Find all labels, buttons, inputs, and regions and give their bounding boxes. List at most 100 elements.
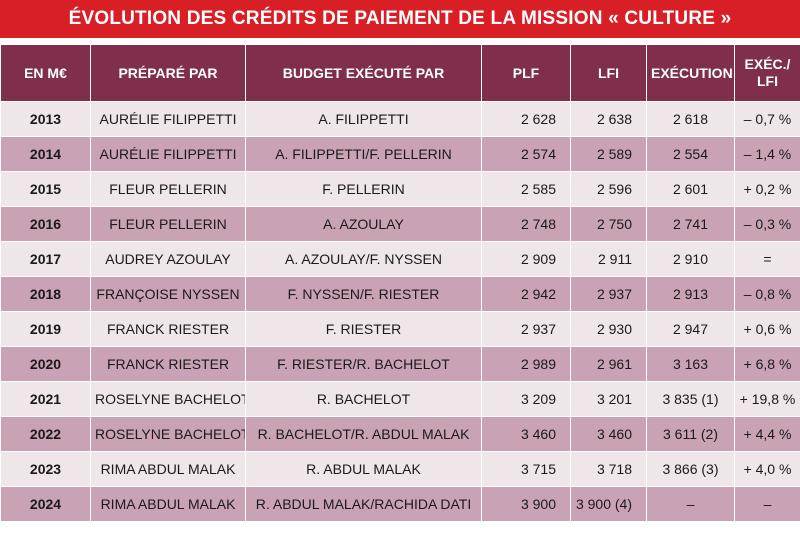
plf-cell: 2 937 bbox=[481, 311, 571, 347]
table-row: 2021 ROSELYNE BACHELOT R. BACHELOT 3 209 3 2… bbox=[0, 381, 800, 417]
executed-by-cell: R. BACHELOT bbox=[245, 381, 482, 417]
exec-lfi-cell: + 4,0 % bbox=[734, 451, 800, 487]
executed-by-cell: R. BACHELOT/R. ABDUL MALAK bbox=[245, 416, 482, 452]
exec-lfi-cell: + 6,8 % bbox=[734, 346, 800, 382]
table-row: 2020 FRANCK RIESTER F. RIESTER/R. BACHELOT… bbox=[0, 346, 800, 382]
header-exec-lfi-line1: EXÉC./ bbox=[744, 56, 791, 72]
prepared-by-cell: RIMA ABDUL MALAK bbox=[90, 486, 246, 522]
executed-by-cell: R. ABDUL MALAK/RACHIDA DATI bbox=[245, 486, 482, 522]
table-row: 2018 FRANÇOISE NYSSEN F. NYSSEN/F. RIESTER… bbox=[0, 276, 800, 312]
prepared-by-cell: FLEUR PELLERIN bbox=[90, 206, 246, 242]
year-cell: 2021 bbox=[0, 381, 91, 417]
execution-cell: 2 618 bbox=[646, 101, 735, 137]
execution-cell: 3 611 (2) bbox=[646, 416, 735, 452]
header-execution: EXÉCUTION bbox=[646, 44, 735, 102]
credits-table: EN M€ PRÉPARÉ PAR BUDGET EXÉCUTÉ PAR PLF… bbox=[0, 44, 800, 522]
year-cell: 2014 bbox=[0, 136, 91, 172]
year-cell: 2018 bbox=[0, 276, 91, 312]
year-cell: 2017 bbox=[0, 241, 91, 277]
plf-cell: 2 989 bbox=[481, 346, 571, 382]
exec-lfi-cell: + 19,8 % bbox=[734, 381, 800, 417]
table-row: 2013 AURÉLIE FILIPPETTI A. FILIPPETTI 2 628… bbox=[0, 101, 800, 137]
table-row: 2023 RIMA ABDUL MALAK R. ABDUL MALAK 3 715 3… bbox=[0, 451, 800, 487]
table-row: 2016 FLEUR PELLERIN A. AZOULAY 2 748 2 750 2 … bbox=[0, 206, 800, 242]
exec-lfi-cell: + 0,6 % bbox=[734, 311, 800, 347]
exec-lfi-cell: – 0,8 % bbox=[734, 276, 800, 312]
plf-cell: 2 585 bbox=[481, 171, 571, 207]
year-cell: 2022 bbox=[0, 416, 91, 452]
execution-cell: 3 835 (1) bbox=[646, 381, 735, 417]
prepared-by-cell: RIMA ABDUL MALAK bbox=[90, 451, 246, 487]
executed-by-cell: F. RIESTER/R. BACHELOT bbox=[245, 346, 482, 382]
header-lfi: LFI bbox=[570, 44, 647, 102]
prepared-by-cell: FRANÇOISE NYSSEN bbox=[90, 276, 246, 312]
prepared-by-cell: AURÉLIE FILIPPETTI bbox=[90, 136, 246, 172]
executed-by-cell: R. ABDUL MALAK bbox=[245, 451, 482, 487]
header-row: EN M€ PRÉPARÉ PAR BUDGET EXÉCUTÉ PAR PLF… bbox=[0, 44, 800, 102]
plf-cell: 3 209 bbox=[481, 381, 571, 417]
execution-cell: 2 554 bbox=[646, 136, 735, 172]
lfi-cell: 3 201 bbox=[570, 381, 647, 417]
header-exec-lfi-line2: LFI bbox=[757, 73, 778, 89]
execution-cell: 2 601 bbox=[646, 171, 735, 207]
table-title: ÉVOLUTION DES CRÉDITS DE PAIEMENT DE LA … bbox=[0, 0, 800, 38]
plf-cell: 3 900 bbox=[481, 486, 571, 522]
lfi-cell: 2 638 bbox=[570, 101, 647, 137]
table-row: 2014 AURÉLIE FILIPPETTI A. FILIPPETTI/F. P… bbox=[0, 136, 800, 172]
lfi-cell: 2 911 bbox=[570, 241, 647, 277]
execution-cell: 2 910 bbox=[646, 241, 735, 277]
lfi-cell: 2 937 bbox=[570, 276, 647, 312]
prepared-by-cell: FRANCK RIESTER bbox=[90, 346, 246, 382]
executed-by-cell: A. AZOULAY bbox=[245, 206, 482, 242]
table-row: 2017 AUDREY AZOULAY A. AZOULAY/F. NYSSEN 2 … bbox=[0, 241, 800, 277]
prepared-by-cell: ROSELYNE BACHELOT bbox=[90, 381, 246, 417]
executed-by-cell: F. NYSSEN/F. RIESTER bbox=[245, 276, 482, 312]
table-row: 2019 FRANCK RIESTER F. RIESTER 2 937 2 930 2 … bbox=[0, 311, 800, 347]
executed-by-cell: A. FILIPPETTI bbox=[245, 101, 482, 137]
year-cell: 2024 bbox=[0, 486, 91, 522]
header-unit: EN M€ bbox=[0, 44, 91, 102]
prepared-by-cell: AURÉLIE FILIPPETTI bbox=[90, 101, 246, 137]
exec-lfi-cell: + 4,4 % bbox=[734, 416, 800, 452]
prepared-by-cell: AUDREY AZOULAY bbox=[90, 241, 246, 277]
execution-cell: 2 913 bbox=[646, 276, 735, 312]
lfi-cell: 2 596 bbox=[570, 171, 647, 207]
exec-lfi-cell: – 0,7 % bbox=[734, 101, 800, 137]
exec-lfi-cell: – 0,3 % bbox=[734, 206, 800, 242]
year-cell: 2016 bbox=[0, 206, 91, 242]
lfi-cell: 3 718 bbox=[570, 451, 647, 487]
execution-cell: 3 866 (3) bbox=[646, 451, 735, 487]
lfi-cell: 2 930 bbox=[570, 311, 647, 347]
table-row: 2015 FLEUR PELLERIN F. PELLERIN 2 585 2 596 2… bbox=[0, 171, 800, 207]
plf-cell: 2 942 bbox=[481, 276, 571, 312]
year-cell: 2023 bbox=[0, 451, 91, 487]
exec-lfi-cell: + 0,2 % bbox=[734, 171, 800, 207]
plf-cell: 2 748 bbox=[481, 206, 571, 242]
plf-cell: 2 909 bbox=[481, 241, 571, 277]
prepared-by-cell: FRANCK RIESTER bbox=[90, 311, 246, 347]
execution-cell: 2 947 bbox=[646, 311, 735, 347]
plf-cell: 2 574 bbox=[481, 136, 571, 172]
table-row: 2024 RIMA ABDUL MALAK R. ABDUL MALAK/RACHI… bbox=[0, 486, 800, 522]
lfi-cell: 2 750 bbox=[570, 206, 647, 242]
header-prepared-by: PRÉPARÉ PAR bbox=[90, 44, 246, 102]
lfi-cell: 2 961 bbox=[570, 346, 647, 382]
header-executed-by: BUDGET EXÉCUTÉ PAR bbox=[245, 44, 482, 102]
header-exec-lfi: EXÉC./ LFI bbox=[734, 44, 800, 102]
year-cell: 2013 bbox=[0, 101, 91, 137]
year-cell: 2015 bbox=[0, 171, 91, 207]
executed-by-cell: A. AZOULAY/F. NYSSEN bbox=[245, 241, 482, 277]
plf-cell: 2 628 bbox=[481, 101, 571, 137]
plf-cell: 3 460 bbox=[481, 416, 571, 452]
lfi-cell: 3 460 bbox=[570, 416, 647, 452]
lfi-cell: 2 589 bbox=[570, 136, 647, 172]
execution-cell: 3 163 bbox=[646, 346, 735, 382]
year-cell: 2020 bbox=[0, 346, 91, 382]
executed-by-cell: A. FILIPPETTI/F. PELLERIN bbox=[245, 136, 482, 172]
execution-cell: – bbox=[646, 486, 735, 522]
prepared-by-cell: ROSELYNE BACHELOT bbox=[90, 416, 246, 452]
execution-cell: 2 741 bbox=[646, 206, 735, 242]
table-row: 2022 ROSELYNE BACHELOT R. BACHELOT/R. ABDU… bbox=[0, 416, 800, 452]
executed-by-cell: F. RIESTER bbox=[245, 311, 482, 347]
exec-lfi-cell: = bbox=[734, 241, 800, 277]
